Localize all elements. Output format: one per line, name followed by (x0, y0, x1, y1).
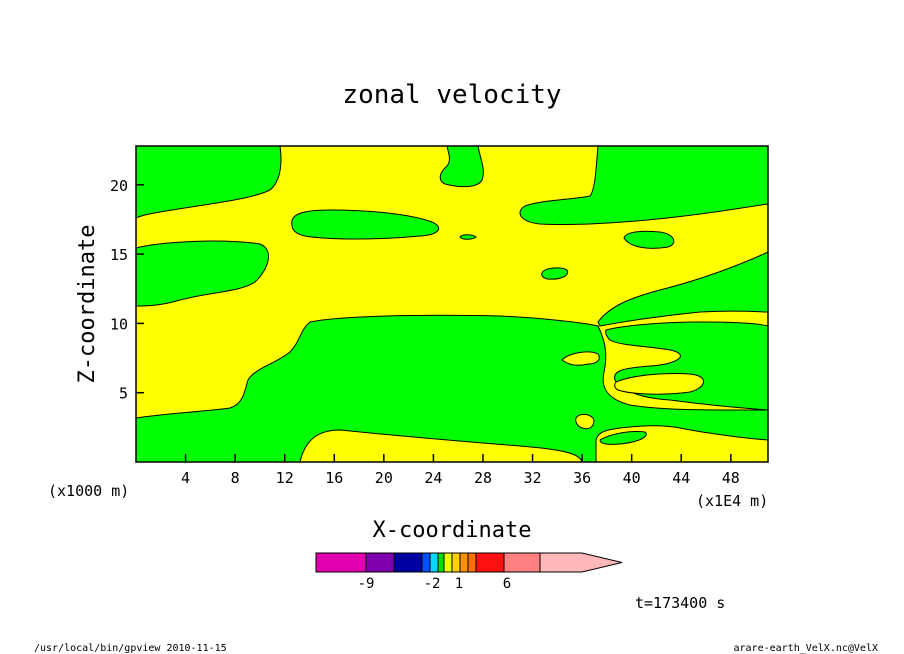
x-tick-label: 28 (474, 469, 492, 487)
contour-region (623, 230, 675, 249)
contour-region (614, 373, 704, 395)
contour-region (597, 251, 769, 327)
colorbar-label: -2 (424, 576, 441, 592)
x-tick-label: 4 (181, 469, 190, 487)
y-tick-label: 5 (119, 385, 128, 403)
colorbar-segment (475, 552, 505, 573)
x-tick-label: 8 (231, 469, 240, 487)
contour-region (439, 145, 484, 188)
x-unit-label: (x1E4 m) (696, 492, 768, 510)
colorbar: -9 -2 1 6 (315, 552, 623, 592)
x-tick-label: 24 (424, 469, 442, 487)
footer-right: arare-earth_VelX.nc@VelX (734, 643, 879, 654)
contour-region (575, 413, 595, 430)
colorbar-segment (429, 552, 439, 573)
x-tick-label: 36 (573, 469, 591, 487)
footer-left: /usr/local/bin/gpview 2010-11-15 (34, 643, 227, 654)
negative-regions (135, 145, 769, 463)
contour-region (519, 145, 769, 226)
contour-region (135, 314, 769, 463)
y-unit-label: (x1000 m) (48, 482, 129, 500)
colorbar-segment (437, 552, 445, 573)
x-axis-ticks: 4 8 12 16 20 24 28 32 36 40 44 48 (181, 454, 740, 487)
contour-region (459, 234, 477, 240)
colorbar-segment (393, 552, 423, 573)
colorbar-arrow (539, 552, 623, 573)
colorbar-segment (421, 552, 431, 573)
colorbar-segment (503, 552, 541, 573)
plot-frame (135, 145, 769, 463)
colorbar-label: -9 (358, 576, 375, 592)
positive-islands (561, 351, 704, 430)
colorbar-segment (315, 552, 367, 573)
chart-title: zonal velocity (342, 80, 561, 110)
y-tick-label: 20 (110, 177, 128, 195)
y-tick-label: 10 (110, 315, 128, 333)
contour-region (541, 267, 569, 280)
contour-region (135, 145, 282, 219)
x-tick-label: 12 (276, 469, 294, 487)
colorbar-segment (467, 552, 477, 573)
x-tick-label: 16 (325, 469, 343, 487)
x-tick-label: 44 (672, 469, 690, 487)
colorbar-segment (459, 552, 469, 573)
time-label: t=173400 s (635, 594, 725, 612)
colorbar-label: 6 (503, 576, 511, 592)
x-tick-label: 20 (375, 469, 393, 487)
y-axis-title: Z-coordinate (75, 225, 100, 384)
y-tick-label: 15 (110, 246, 128, 264)
x-tick-label: 40 (623, 469, 641, 487)
x-axis-title: X-coordinate (373, 518, 532, 543)
contour-region (599, 431, 647, 445)
colorbar-segment (365, 552, 395, 573)
colorbar-segment (443, 552, 453, 573)
x-tick-label: 32 (524, 469, 542, 487)
colorbar-segment (451, 552, 461, 573)
y-axis-ticks: 5 10 15 20 (110, 177, 144, 403)
x-tick-label: 48 (722, 469, 740, 487)
contour-region (291, 209, 440, 240)
colorbar-label: 1 (455, 576, 463, 592)
contour-region (135, 240, 269, 307)
contour-region (561, 351, 600, 366)
